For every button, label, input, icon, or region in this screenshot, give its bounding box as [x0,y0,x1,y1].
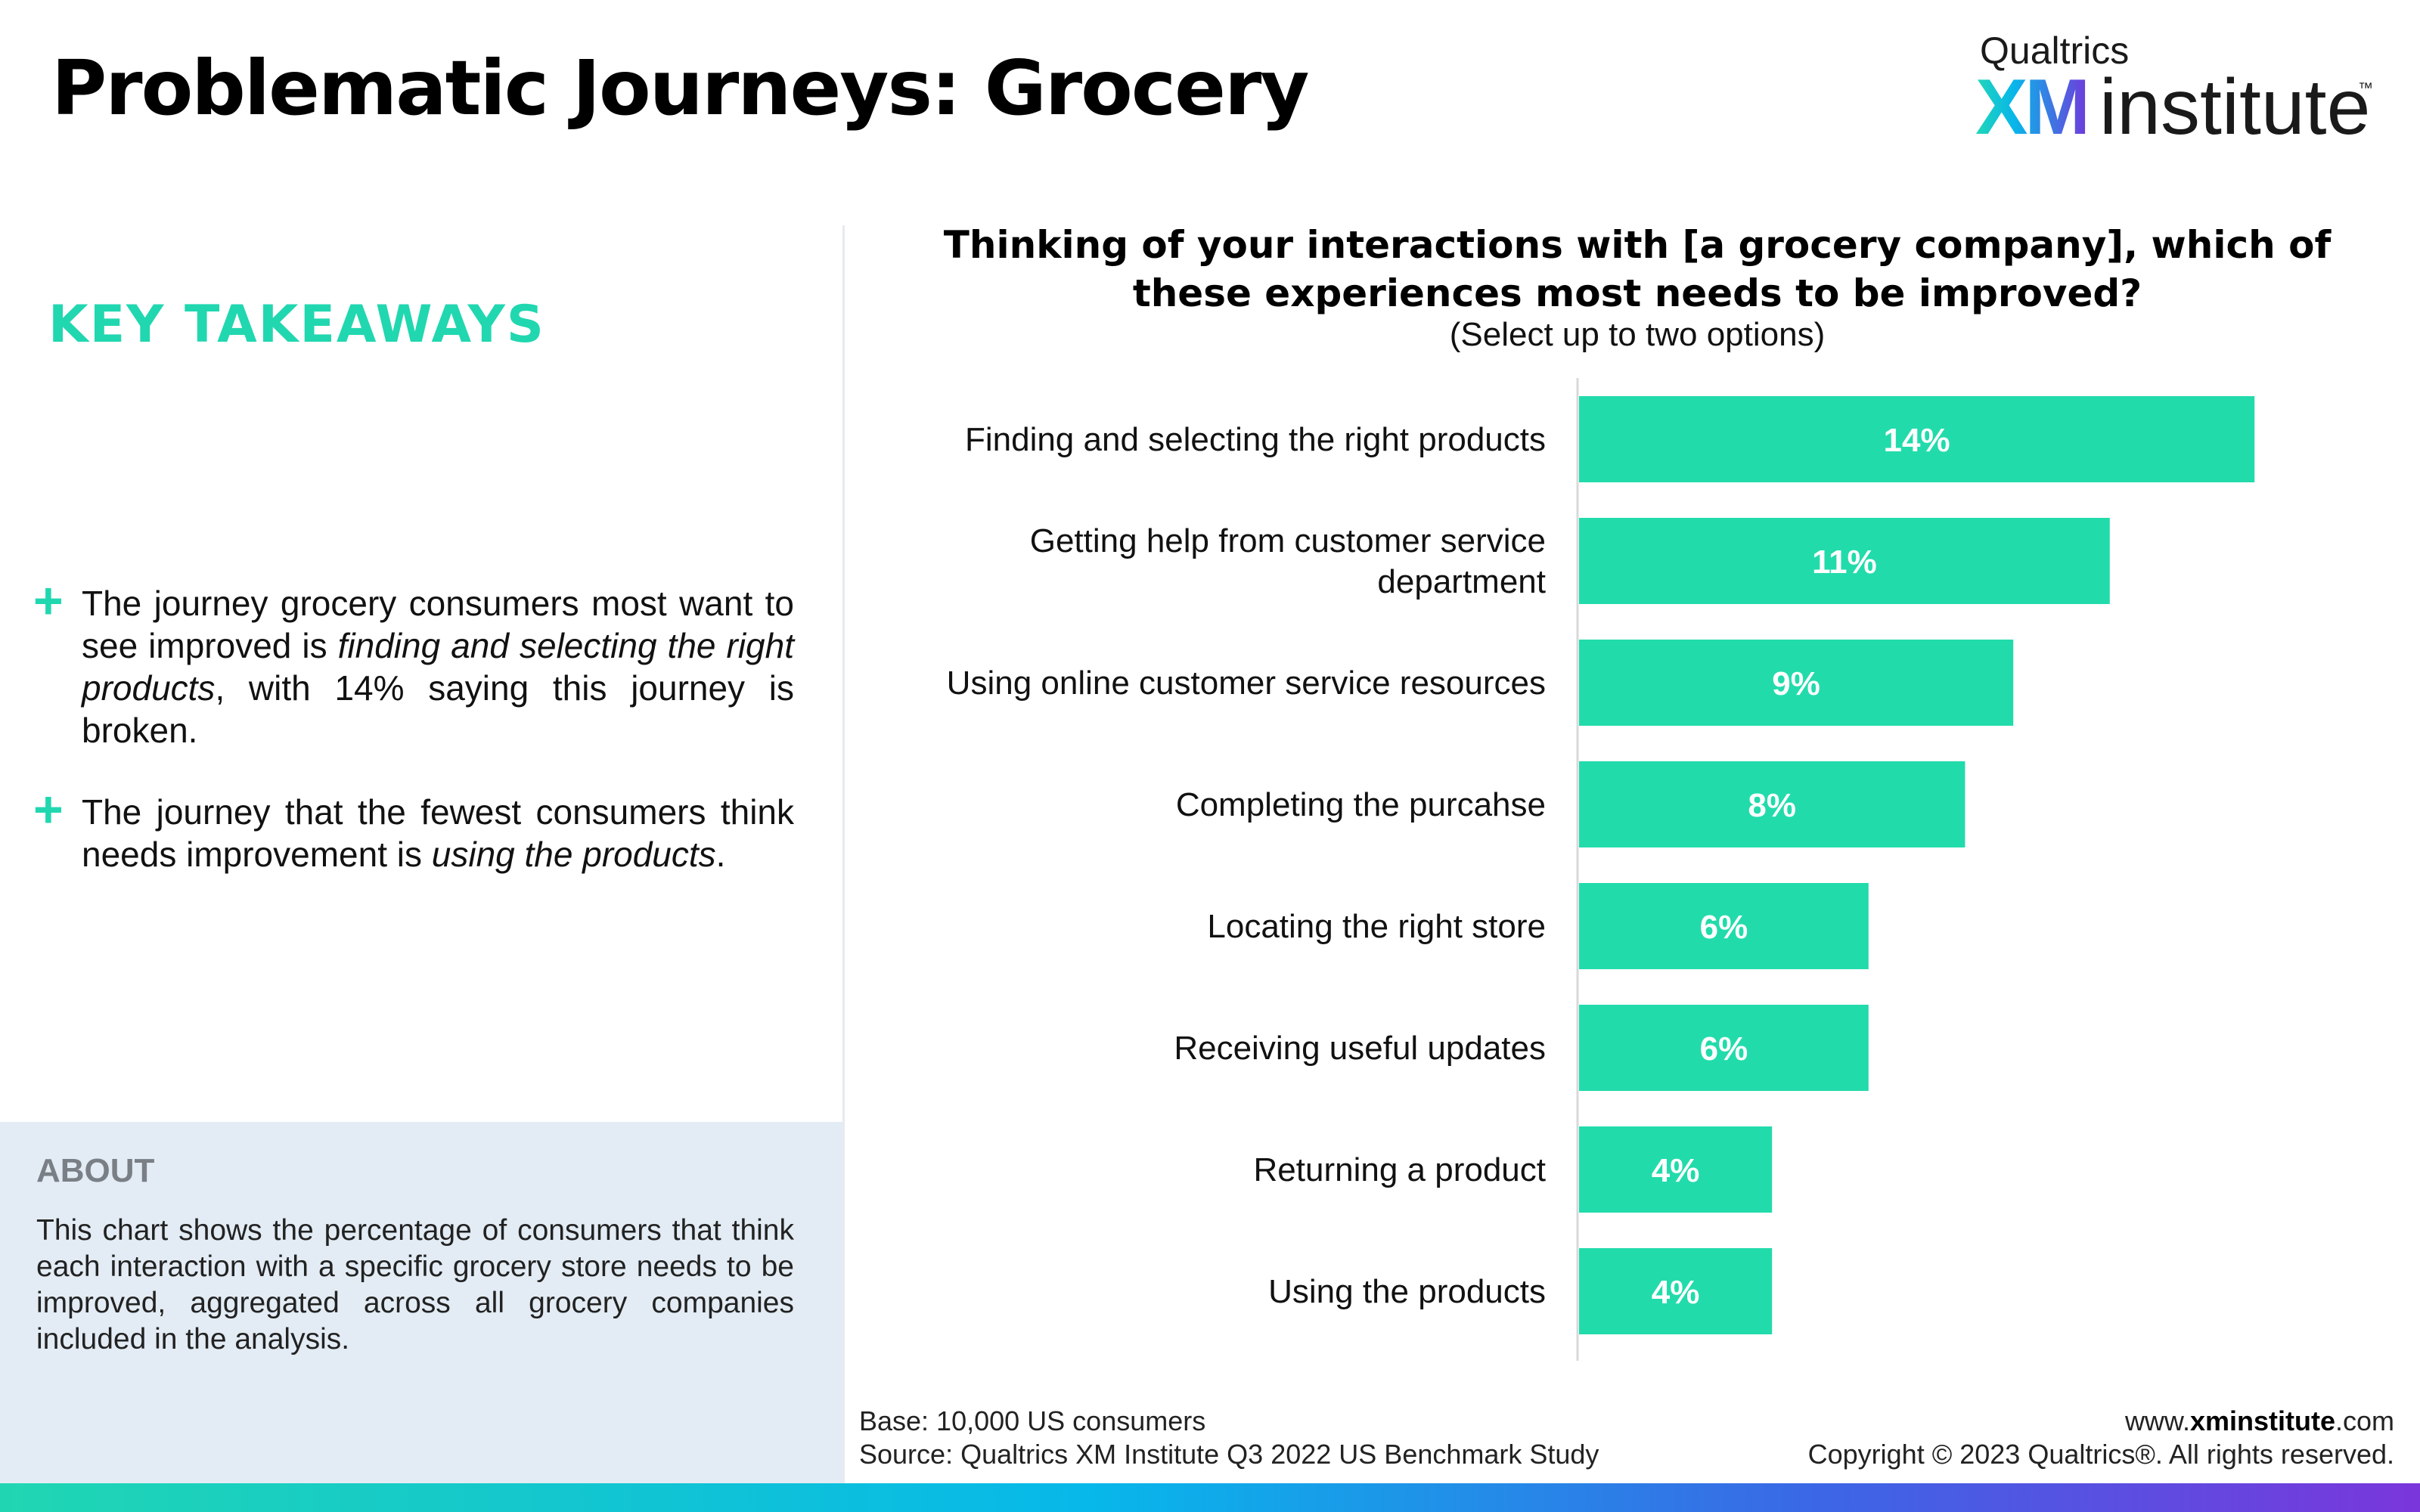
logo-trademark: ™ [2358,80,2373,97]
logo-brand-text: Qualtrics [1980,29,2130,72]
plus-icon: + [33,572,64,630]
chart-bar [1579,518,2110,604]
chart-value-label: 6% [1700,1030,1748,1067]
key-takeaways-heading: KEY TAKEAWAYS [48,295,545,355]
column-divider [842,225,845,1484]
chart-value-label: 11% [1812,544,1877,581]
footer-source-line: Source: Qualtrics XM Institute Q3 2022 U… [859,1439,1599,1470]
chart-bar [1579,396,2255,482]
logo-xm-mark: XM [1975,64,2090,151]
footer-copyright-line: Copyright © 2023 Qualtrics®. All rights … [1807,1439,2394,1470]
chart-bar [1579,761,1965,847]
chart-bar [1579,1005,1869,1091]
chart-bar [1579,1248,1773,1334]
bar-chart: 14% Finding and selecting the right produ… [947,378,2255,1361]
chart-value-label: 4% [1652,1152,1700,1189]
chart-bar [1579,1126,1773,1213]
about-panel: ABOUT This chart shows the percentage of… [0,1122,842,1485]
bottom-gradient-bar [0,1483,2420,1512]
takeaway-bullet: + The journey that the fewest consumers … [33,781,794,875]
chart-value-label: 8% [1748,787,1796,824]
chart-category-label: Using online customer service resources [947,665,1546,702]
chart-bar [1579,640,2014,726]
chart-category-label: Locating the right store [1207,908,1546,945]
page-title: Problematic Journeys: Grocery [51,44,1309,132]
chart-category-label: Receiving useful updates [1174,1030,1546,1067]
about-heading: ABOUT [36,1152,155,1189]
footer-base: Base: 10,000 US consumers [859,1405,1206,1436]
takeaway-text: The journey grocery consumers most want … [82,584,795,750]
takeaway-bullet: + The journey grocery consumers most wan… [33,572,795,751]
footer-source: Base: 10,000 US consumers Source: Qualtr… [859,1405,1599,1471]
chart-bar [1579,883,1869,969]
chart-value-label: 14% [1884,422,1950,459]
chart-category-label: Finding and selecting the right products [965,421,1546,458]
chart-question: Thinking of your interactions with [a gr… [943,223,2332,315]
xm-institute-logo: Qualtrics XM institute ™ [1975,29,2373,151]
logo-wordmark: institute [2099,64,2371,151]
chart-category-label: Getting help from customer service depart… [1030,522,1546,600]
plus-icon: + [33,781,64,838]
about-text: This chart shows the percentage of consu… [36,1214,794,1356]
chart-category-label: Returning a product [1254,1151,1546,1188]
chart-value-label: 6% [1700,909,1748,946]
chart-category-label: Completing the purcahse [1176,786,1546,823]
chart-question-note: (Select up to two options) [1449,316,1826,353]
takeaway-text: The journey that the fewest consumers th… [82,792,794,874]
chart-value-label: 4% [1652,1274,1700,1311]
chart-value-label: 9% [1772,665,1820,702]
chart-category-label: Using the products [1268,1273,1546,1310]
footer-copyright: www.xminstitute.com Copyright © 2023 Qua… [1808,1405,2394,1471]
footer-url[interactable]: www.xminstitute.com [2124,1405,2394,1436]
